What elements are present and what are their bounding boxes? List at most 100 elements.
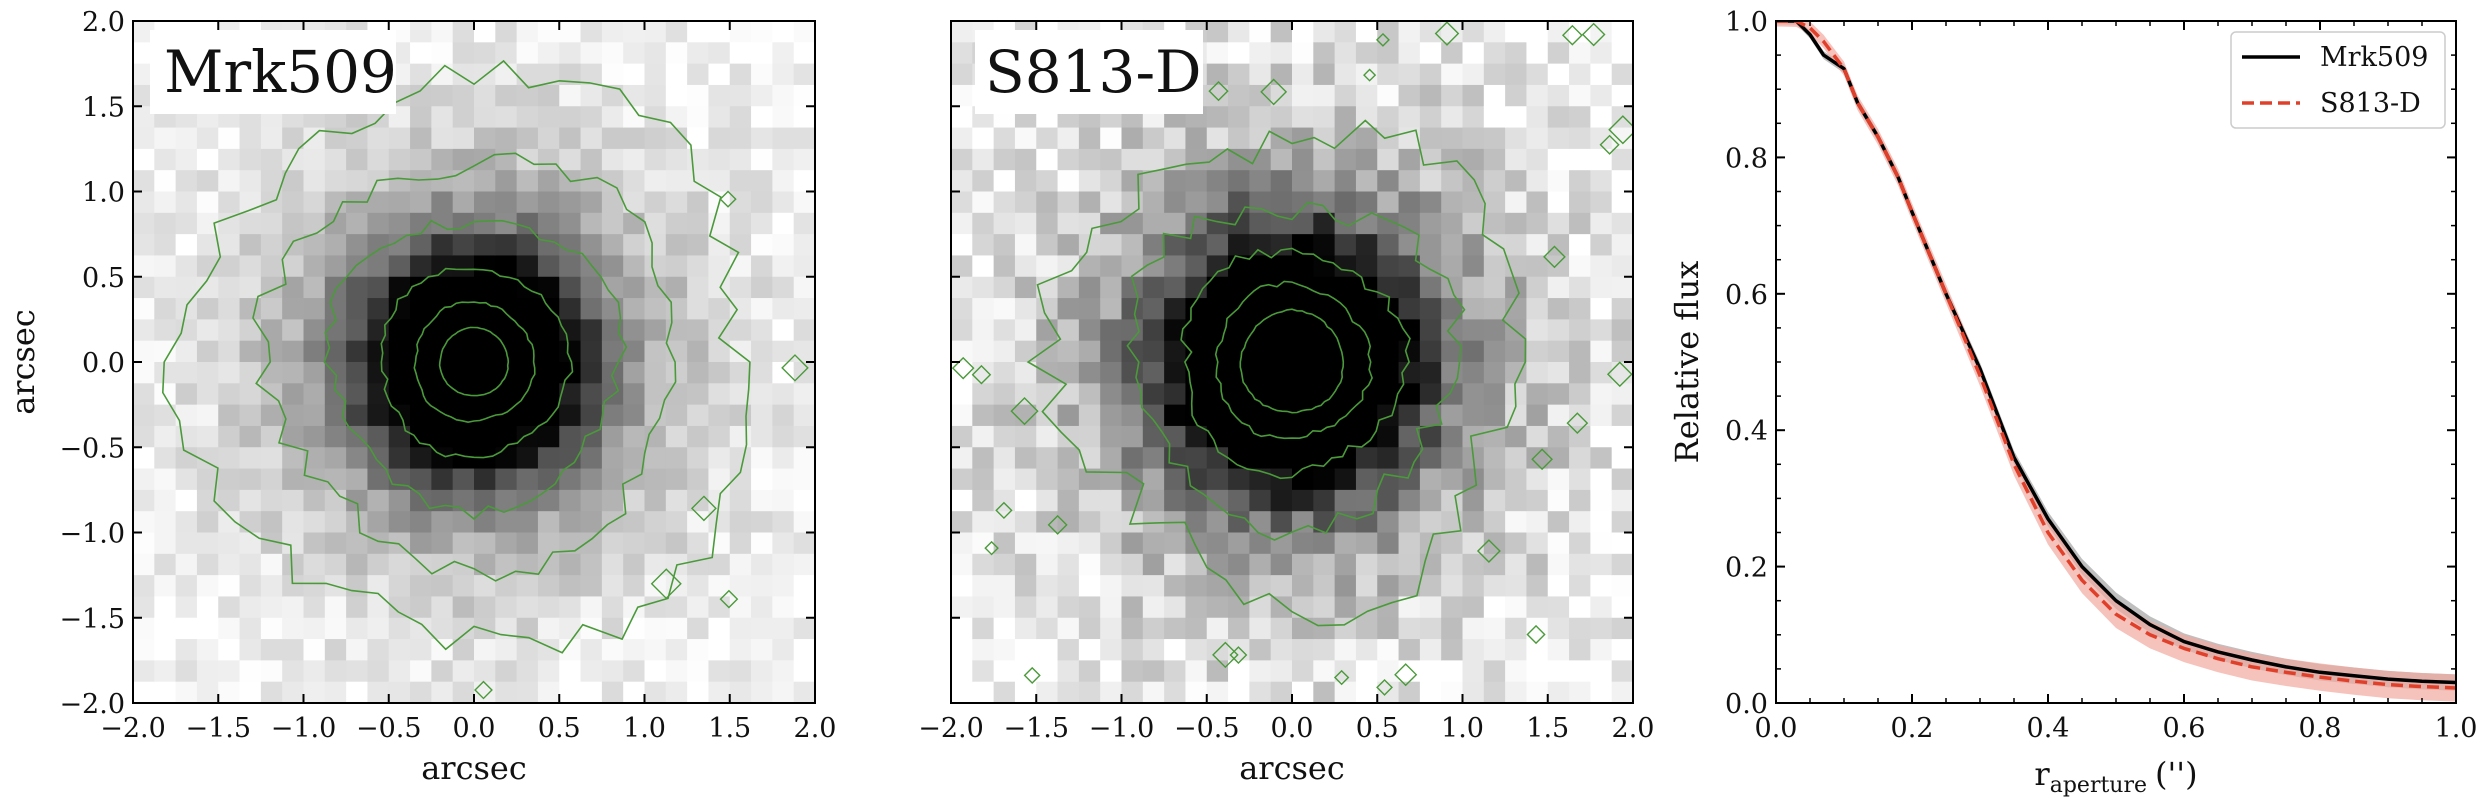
image-pixel <box>993 468 1016 491</box>
image-pixel <box>1462 298 1485 320</box>
image-pixel <box>580 362 603 384</box>
image-pixel <box>495 447 518 470</box>
image-pixel <box>474 425 496 448</box>
image-pixel <box>601 447 624 470</box>
image-pixel <box>495 660 518 683</box>
image-pixel <box>1164 681 1187 703</box>
image-pixel <box>708 42 731 65</box>
image-pixel <box>708 170 731 193</box>
image-pixel <box>1121 639 1144 661</box>
image-pixel <box>1164 404 1187 427</box>
image-pixel <box>196 170 219 193</box>
image-pixel <box>1334 362 1357 384</box>
image-pixel <box>993 212 1016 235</box>
image-pixel <box>1398 234 1421 257</box>
image-pixel <box>1206 276 1229 299</box>
curve-xlabel: raperture ('') <box>2034 755 2197 798</box>
image-pixel <box>1100 575 1123 598</box>
image-pixel <box>133 383 155 406</box>
x-tick-label: 0.0 <box>1271 713 1314 744</box>
image-pixel <box>1100 639 1123 661</box>
image-pixel <box>410 639 432 661</box>
image-pixel <box>1441 148 1464 171</box>
image-pixel <box>474 447 496 470</box>
image-pixel <box>972 276 995 299</box>
image-pixel <box>1228 234 1250 257</box>
image-pixel <box>1419 298 1442 320</box>
image-pixel <box>1036 127 1059 150</box>
y-tick-label: 0.0 <box>82 348 125 379</box>
image-pixel <box>516 575 539 598</box>
image-pixel <box>951 447 973 470</box>
image-pixel <box>1483 489 1506 512</box>
image-pixel <box>1142 681 1165 703</box>
image-pixel <box>580 106 603 129</box>
image-pixel <box>559 84 582 107</box>
image-pixel <box>1249 191 1272 214</box>
image-pixel <box>1569 340 1591 363</box>
image-pixel <box>388 553 411 576</box>
image-pixel <box>1270 575 1293 598</box>
image-pixel <box>1462 681 1485 703</box>
image-pixel <box>1036 617 1059 640</box>
image-pixel <box>1206 468 1229 491</box>
image-pixel <box>972 127 995 150</box>
image-pixel <box>729 383 752 406</box>
image-pixel <box>972 340 995 363</box>
image-pixel <box>495 489 518 512</box>
image-pixel <box>951 234 973 257</box>
image-pixel <box>282 298 305 320</box>
image-pixel <box>452 63 475 86</box>
image-pixel <box>559 447 582 470</box>
image-pixel <box>708 575 731 598</box>
image-pixel <box>495 639 518 661</box>
image-pixel <box>1100 383 1123 406</box>
image-pixel <box>1505 511 1528 534</box>
image-pixel <box>559 319 582 342</box>
image-pixel <box>239 596 262 619</box>
image-pixel <box>1142 212 1165 235</box>
image-pixel <box>1377 319 1400 342</box>
image-pixel <box>1526 191 1549 214</box>
image-pixel <box>708 21 731 43</box>
image-pixel <box>1483 617 1506 640</box>
curve-xlabel-unit: ('') <box>2155 755 2198 793</box>
image-pixel <box>1014 596 1037 619</box>
image-pixel <box>303 362 326 384</box>
image-pixel <box>537 447 560 470</box>
image-pixel <box>218 148 241 171</box>
image-pixel <box>303 340 326 363</box>
image-pixel <box>1569 468 1591 491</box>
image-pixel <box>1526 84 1549 107</box>
image-pixel <box>1590 468 1613 491</box>
image-pixel <box>324 362 347 384</box>
image-pixel <box>154 553 177 576</box>
s813d-ticks: −2.0 −1.5 −1.0 −0.5 0.0 0.5 1.0 1.5 2.0 <box>918 20 1654 744</box>
contour-noise <box>995 501 1013 520</box>
image-pixel <box>993 532 1016 555</box>
image-pixel <box>495 148 518 171</box>
image-pixel <box>1078 489 1101 512</box>
image-pixel <box>388 276 411 299</box>
image-pixel <box>1078 319 1101 342</box>
image-pixel <box>1505 191 1528 214</box>
image-pixel <box>1206 489 1229 512</box>
image-pixel <box>1036 532 1059 555</box>
image-pixel <box>601 127 624 150</box>
image-pixel <box>495 511 518 534</box>
image-pixel <box>1355 255 1378 278</box>
image-pixel <box>1419 362 1442 384</box>
image-pixel <box>793 660 815 683</box>
panel-curve: 0.0 0.2 0.4 0.6 0.8 1.00.00.20.40.60.81.0 Rel… <box>1668 7 2477 798</box>
image-pixel <box>1334 596 1357 619</box>
image-pixel <box>431 63 454 86</box>
image-pixel <box>1590 575 1613 598</box>
image-pixel <box>196 617 219 640</box>
image-pixel <box>154 298 177 320</box>
image-pixel <box>751 362 773 384</box>
image-pixel <box>644 639 667 661</box>
image-pixel <box>580 489 603 512</box>
image-pixel <box>260 553 283 576</box>
image-pixel <box>346 148 369 171</box>
image-pixel <box>1078 148 1101 171</box>
